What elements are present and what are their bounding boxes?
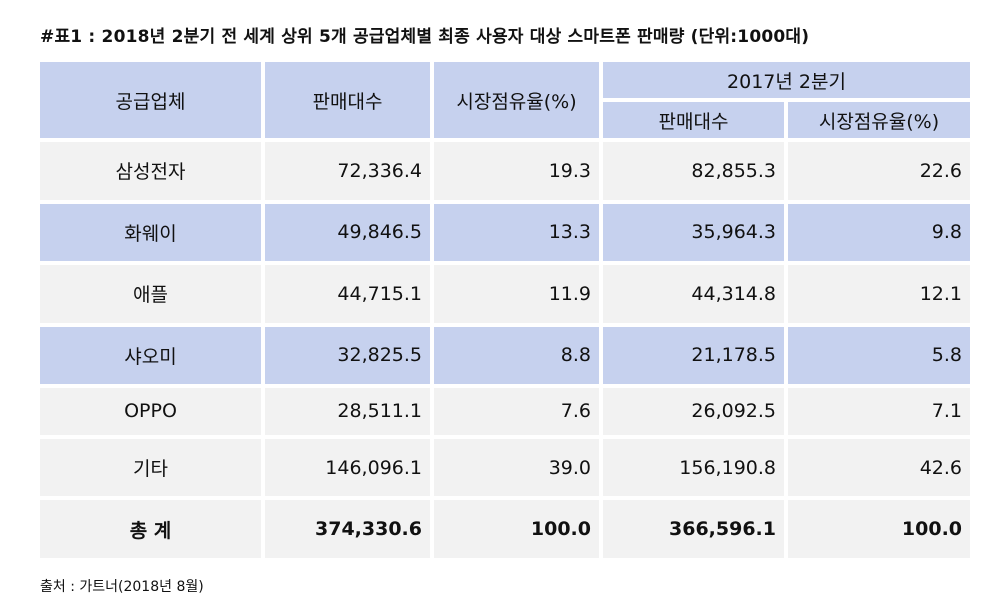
table-row: 기타 146,096.1 39.0 156,190.8 42.6 <box>40 438 971 497</box>
prev-units-cell: 44,314.8 <box>603 265 784 323</box>
vendor-cell: 기타 <box>40 438 261 497</box>
header-units: 판매대수 <box>265 62 430 138</box>
prev-share-cell: 7.1 <box>788 388 971 435</box>
prev-share-cell: 5.8 <box>788 326 971 385</box>
prev-units-cell: 35,964.3 <box>603 203 784 262</box>
share-cell: 11.9 <box>434 265 599 323</box>
prev-units-cell: 156,190.8 <box>603 438 784 497</box>
vendor-cell: OPPO <box>40 388 261 435</box>
total-prev-share-cell: 100.0 <box>788 500 971 558</box>
table-title: #표1 : 2018년 2분기 전 세계 상위 5개 공급업체별 최종 사용자 … <box>40 27 810 47</box>
units-cell: 28,511.1 <box>265 388 430 435</box>
source-note: 출처 : 가트너(2018년 8월) <box>40 579 204 595</box>
units-cell: 49,846.5 <box>265 203 430 262</box>
vendor-cell: 샤오미 <box>40 326 261 385</box>
units-cell: 44,715.1 <box>265 265 430 323</box>
share-cell: 19.3 <box>434 142 599 200</box>
share-cell: 39.0 <box>434 438 599 497</box>
share-cell: 13.3 <box>434 203 599 262</box>
share-cell: 8.8 <box>434 326 599 385</box>
total-row: 총 계 374,330.6 100.0 366,596.1 100.0 <box>40 500 971 558</box>
prev-units-cell: 82,855.3 <box>603 142 784 200</box>
total-share-cell: 100.0 <box>434 500 599 558</box>
vendor-cell: 삼성전자 <box>40 142 261 200</box>
header-share: 시장점유율(%) <box>434 62 599 138</box>
prev-share-cell: 12.1 <box>788 265 971 323</box>
units-cell: 32,825.5 <box>265 326 430 385</box>
prev-units-cell: 21,178.5 <box>603 326 784 385</box>
prev-share-cell: 42.6 <box>788 438 971 497</box>
units-cell: 72,336.4 <box>265 142 430 200</box>
table-row: 샤오미 32,825.5 8.8 21,178.5 5.8 <box>40 326 971 385</box>
sales-table: 공급업체 판매대수 시장점유율(%) 2017년 2분기 판매대수 시장점유율(… <box>36 58 974 562</box>
vendor-cell: 화웨이 <box>40 203 261 262</box>
header-prev-period: 2017년 2분기 <box>603 62 971 98</box>
header-prev-units: 판매대수 <box>603 102 784 138</box>
total-units-cell: 374,330.6 <box>265 500 430 558</box>
share-cell: 7.6 <box>434 388 599 435</box>
prev-share-cell: 9.8 <box>788 203 971 262</box>
table-row: OPPO 28,511.1 7.6 26,092.5 7.1 <box>40 388 971 435</box>
table-row: 애플 44,715.1 11.9 44,314.8 12.1 <box>40 265 971 323</box>
table-row: 삼성전자 72,336.4 19.3 82,855.3 22.6 <box>40 142 971 200</box>
header-prev-share: 시장점유율(%) <box>788 102 971 138</box>
table-row: 화웨이 49,846.5 13.3 35,964.3 9.8 <box>40 203 971 262</box>
vendor-cell: 애플 <box>40 265 261 323</box>
units-cell: 146,096.1 <box>265 438 430 497</box>
header-vendor: 공급업체 <box>40 62 261 138</box>
total-label: 총 계 <box>40 500 261 558</box>
prev-units-cell: 26,092.5 <box>603 388 784 435</box>
total-prev-units-cell: 366,596.1 <box>603 500 784 558</box>
prev-share-cell: 22.6 <box>788 142 971 200</box>
